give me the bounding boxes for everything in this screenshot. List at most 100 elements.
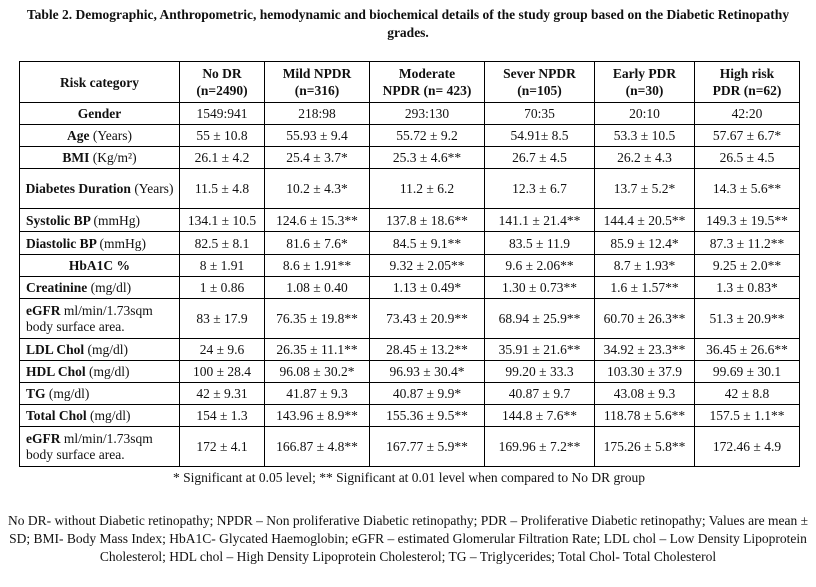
row-label-unit: ml/min/1.73sqm body surface area. xyxy=(26,302,153,334)
table-cell: 26.2 ± 4.3 xyxy=(594,146,695,169)
data-table: Risk category No DR (n=2490) Mild NPDR (n=… xyxy=(19,61,800,467)
table-cell: 1.08 ± 0.40 xyxy=(264,276,370,299)
row-label-unit: ml/min/1.73sqm body surface area. xyxy=(26,430,153,462)
table-cell: 99.69 ± 30.1 xyxy=(694,360,800,383)
row-label-name: Age xyxy=(67,128,90,143)
table-cell: 8.7 ± 1.93* xyxy=(594,254,695,277)
table-row: HDL Chol (mg/dl) 100 ± 28.4 96.08 ± 30.2* 9… xyxy=(19,360,800,383)
row-label-unit: (mg/dl) xyxy=(48,386,90,401)
row-label-name: HDL Chol xyxy=(26,364,86,379)
table-header-row: Risk category No DR (n=2490) Mild NPDR (n=… xyxy=(19,61,800,103)
row-label: Gender xyxy=(19,102,180,125)
table-cell: 137.8 ± 18.6** xyxy=(369,208,485,232)
table-cell: 25.3 ± 4.6** xyxy=(369,146,485,169)
row-label-unit: (Years) xyxy=(134,180,174,196)
table-cell: 167.77 ± 5.9** xyxy=(369,426,485,467)
table-cell: 57.67 ± 6.7* xyxy=(694,124,800,147)
row-label-name: Creatinine xyxy=(26,280,88,295)
table-cell: 40.87 ± 9.7 xyxy=(484,382,595,405)
row-label: HDL Chol (mg/dl) xyxy=(19,360,180,383)
table-cell: 35.91 ± 21.6** xyxy=(484,338,595,361)
row-label-name: BMI xyxy=(62,150,90,165)
row-label-name: Diabetes Duration xyxy=(25,180,131,196)
table-cell: 55.93 ± 9.4 xyxy=(264,124,370,147)
table-cell: 83.5 ± 11.9 xyxy=(484,231,595,255)
table-cell: 70:35 xyxy=(484,102,595,125)
table-cell: 28.45 ± 13.2** xyxy=(369,338,485,361)
table-cell: 36.45 ± 26.6** xyxy=(694,338,800,361)
row-label-name: HbA1C % xyxy=(68,258,131,273)
table-row: Age (Years) 55 ± 10.8 55.93 ± 9.4 55.72 ± 9… xyxy=(19,124,800,147)
table-cell: 100 ± 28.4 xyxy=(179,360,265,383)
table-cell: 172 ± 4.1 xyxy=(179,426,265,467)
row-label: Diastolic BP (mmHg) xyxy=(19,231,180,255)
table-cell: 141.1 ± 21.4** xyxy=(484,208,595,232)
row-label-unit: (Kg/m²) xyxy=(92,150,137,165)
row-label-unit: (mg/dl) xyxy=(87,342,129,357)
row-label-unit: (mmHg) xyxy=(93,212,141,228)
table-cell: 293:130 xyxy=(369,102,485,125)
table-cell: 154 ± 1.3 xyxy=(179,404,265,427)
table-cell: 1.3 ± 0.83* xyxy=(694,276,800,299)
table-cell: 42 ± 9.31 xyxy=(179,382,265,405)
header-no-dr: No DR (n=2490) xyxy=(179,61,265,103)
table-cell: 11.5 ± 4.8 xyxy=(179,168,265,209)
table-cell: 68.94 ± 25.9** xyxy=(484,298,595,339)
table-cell: 42:20 xyxy=(694,102,800,125)
table-cell: 55 ± 10.8 xyxy=(179,124,265,147)
row-label-unit: (mg/dl) xyxy=(90,280,132,295)
table-row: BMI (Kg/m²) 26.1 ± 4.2 25.4 ± 3.7* 25.3 ± 4… xyxy=(19,146,800,169)
table-row: Total Chol (mg/dl) 154 ± 1.3 143.96 ± 8.9*… xyxy=(19,404,800,427)
row-label: Systolic BP (mmHg) xyxy=(19,208,180,232)
table-cell: 96.08 ± 30.2* xyxy=(264,360,370,383)
table-cell: 9.32 ± 2.05** xyxy=(369,254,485,277)
row-label: HbA1C % xyxy=(19,254,180,277)
table-row: TG (mg/dl) 42 ± 9.31 41.87 ± 9.3 40.87 ± 9.… xyxy=(19,382,800,405)
table-cell: 1.13 ± 0.49* xyxy=(369,276,485,299)
row-label-unit: (mmHg) xyxy=(99,235,147,251)
row-label-name: LDL Chol xyxy=(26,342,85,357)
table-cell: 144.4 ± 20.5** xyxy=(594,208,695,232)
table-cell: 8.6 ± 1.91** xyxy=(264,254,370,277)
row-label: Age (Years) xyxy=(19,124,180,147)
table-cell: 26.35 ± 11.1** xyxy=(264,338,370,361)
table-cell: 82.5 ± 8.1 xyxy=(179,231,265,255)
table-row: eGFR ml/min/1.73sqm body surface area. 83… xyxy=(19,298,800,339)
abbreviations-note: No DR- without Diabetic retinopathy; NPD… xyxy=(7,513,809,564)
table-cell: 134.1 ± 10.5 xyxy=(179,208,265,232)
table-cell: 166.87 ± 4.8** xyxy=(264,426,370,467)
row-label: eGFR ml/min/1.73sqm body surface area. xyxy=(19,298,180,339)
table-cell: 9.25 ± 2.0** xyxy=(694,254,800,277)
row-label: eGFR ml/min/1.73sqm body surface area. xyxy=(19,426,180,467)
table-cell: 218:98 xyxy=(264,102,370,125)
table-cell: 14.3 ± 5.6** xyxy=(694,168,800,209)
table-row: LDL Chol (mg/dl) 24 ± 9.6 26.35 ± 11.1** 28… xyxy=(19,338,800,361)
table-cell: 169.96 ± 7.2** xyxy=(484,426,595,467)
table-cell: 60.70 ± 26.3** xyxy=(594,298,695,339)
row-label: Diabetes Duration (Years) xyxy=(19,168,180,209)
table-row: Systolic BP (mmHg) 134.1 ± 10.5 124.6 ± 15… xyxy=(19,208,800,232)
table-cell: 41.87 ± 9.3 xyxy=(264,382,370,405)
table-cell: 99.20 ± 33.3 xyxy=(484,360,595,383)
row-label-unit: (mg/dl) xyxy=(89,364,130,379)
table-row: Gender 1549:941 218:98 293:130 70:35 20:10 42:… xyxy=(19,102,800,125)
table-cell: 124.6 ± 15.3** xyxy=(264,208,370,232)
header-high-risk-pdr: High risk PDR (n=62) xyxy=(694,61,800,103)
table-cell: 8 ± 1.91 xyxy=(179,254,265,277)
table-cell: 118.78 ± 5.6** xyxy=(594,404,695,427)
table-cell: 34.92 ± 23.3** xyxy=(594,338,695,361)
table-cell: 20:10 xyxy=(594,102,695,125)
table-cell: 144.8 ± 7.6** xyxy=(484,404,595,427)
table-cell: 149.3 ± 19.5** xyxy=(694,208,800,232)
table-cell: 175.26 ± 5.8** xyxy=(594,426,695,467)
header-severe-npdr: Sever NPDR (n=105) xyxy=(484,61,595,103)
table-cell: 1 ± 0.86 xyxy=(179,276,265,299)
row-label-name: Diastolic BP xyxy=(26,235,97,251)
table-cell: 155.36 ± 9.5** xyxy=(369,404,485,427)
table-cell: 42 ± 8.8 xyxy=(694,382,800,405)
table-cell: 96.93 ± 30.4* xyxy=(369,360,485,383)
table-cell: 87.3 ± 11.2** xyxy=(694,231,800,255)
row-label-name: eGFR xyxy=(26,302,61,318)
header-mild-npdr: Mild NPDR (n=316) xyxy=(264,61,370,103)
row-label-name: Total Chol xyxy=(26,408,87,423)
